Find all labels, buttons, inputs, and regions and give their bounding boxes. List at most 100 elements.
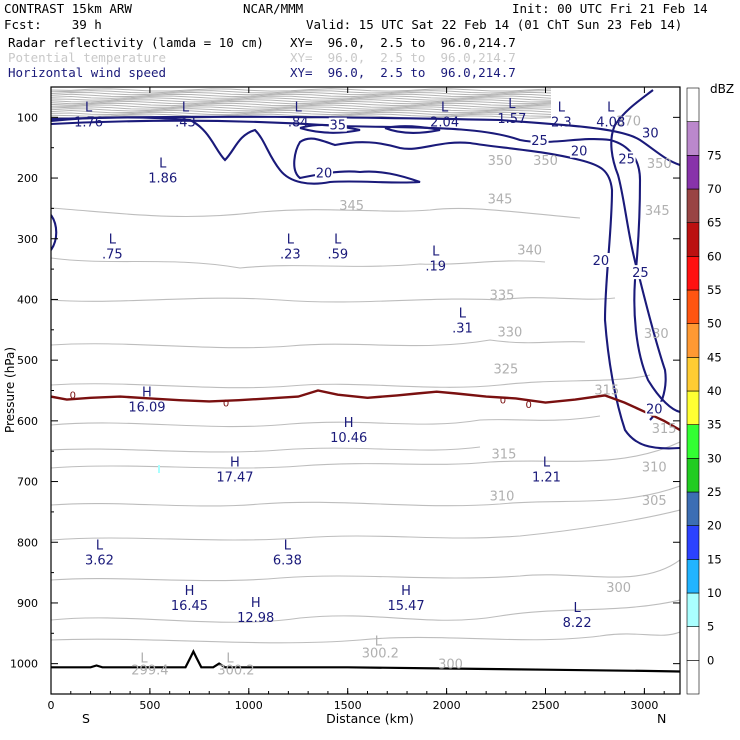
strat-isentrope bbox=[51, 88, 552, 92]
theta-label: 350 bbox=[533, 154, 558, 169]
wind-labels: 35 25 30 25 20 20 20 25 20 bbox=[314, 117, 664, 418]
colorbar-level: 60 bbox=[707, 249, 722, 263]
extremum-value: .43 bbox=[175, 115, 196, 130]
colorbar-swatch bbox=[686, 390, 700, 425]
colorbar-level: 30 bbox=[707, 451, 722, 465]
extremum-marker: L bbox=[432, 245, 440, 260]
stratosphere-isentropes bbox=[51, 88, 552, 119]
theta-contour-305 bbox=[51, 559, 680, 582]
colorbar-swatch bbox=[686, 660, 700, 695]
colorbar-level: 65 bbox=[707, 216, 722, 230]
colorbar-swatch bbox=[686, 222, 700, 257]
field-name-reflectivity: Radar reflectivity (lamda = 10 cm) bbox=[8, 35, 264, 50]
extremum-marker: L bbox=[441, 100, 449, 115]
wind-contour-25 bbox=[51, 119, 680, 414]
colorbar-level: 20 bbox=[707, 519, 722, 533]
colorbar-level: 15 bbox=[707, 552, 722, 566]
strat-isentrope bbox=[51, 97, 552, 101]
colorbar-swatch bbox=[686, 323, 700, 358]
theta-label: 300 bbox=[606, 581, 631, 596]
extremum-value: 1.76 bbox=[74, 115, 103, 130]
extremum-marker: H bbox=[344, 416, 354, 431]
extremum-value: 2.04 bbox=[430, 115, 459, 130]
theta-label: 315 bbox=[652, 422, 677, 437]
extremum-marker: H bbox=[251, 596, 261, 611]
extremum-value: .84 bbox=[288, 115, 309, 130]
theta-label: 340 bbox=[517, 244, 542, 259]
freezing-level-label: 0 bbox=[223, 399, 229, 410]
model-title: CONTRAST 15km ARW bbox=[4, 1, 132, 16]
wind-label: 20 bbox=[593, 254, 610, 269]
strat-isentrope bbox=[51, 100, 552, 105]
field-name-theta: Potential temperature bbox=[8, 50, 167, 65]
wind-label: 20 bbox=[316, 167, 333, 182]
colorbar-swatch bbox=[686, 256, 700, 291]
strat-isentrope bbox=[51, 109, 552, 114]
theta-label: 330 bbox=[644, 327, 669, 342]
theta-contours bbox=[51, 207, 680, 644]
strat-isentrope bbox=[51, 104, 552, 108]
theta-extrema-labels: L L L bbox=[140, 635, 382, 667]
extremum-marker: H bbox=[185, 584, 195, 599]
theta-label: 350 bbox=[647, 157, 672, 172]
strat-isentrope bbox=[51, 113, 552, 117]
y-tick-label: 400 bbox=[17, 293, 38, 306]
theta-label: 310 bbox=[490, 490, 515, 505]
theta-label: 300.2 bbox=[362, 647, 399, 662]
colorbar-swatch bbox=[686, 559, 700, 594]
y-tick-label: 300 bbox=[17, 233, 38, 246]
extremum-value: 8.22 bbox=[563, 616, 592, 631]
wind-label-bg bbox=[631, 265, 650, 280]
y-tick-label: 600 bbox=[17, 415, 38, 428]
colorbar-level: 75 bbox=[707, 148, 722, 162]
theta-label: 330 bbox=[497, 326, 522, 341]
extremum-marker: H bbox=[142, 386, 152, 401]
x-tick-label: 2500 bbox=[531, 699, 559, 712]
theta-contour-345 bbox=[51, 207, 581, 219]
extremum-value: 1.21 bbox=[532, 470, 561, 485]
strat-isentrope bbox=[51, 106, 552, 110]
wind-label: 20 bbox=[646, 403, 663, 418]
theta-contour-335 bbox=[51, 339, 586, 349]
wind-label-bg bbox=[314, 165, 333, 180]
wind-label-bg bbox=[328, 117, 347, 132]
forecast-hour: Fcst: 39 h bbox=[4, 17, 102, 32]
field-xy-theta: XY= 96.0, 2.5 to 96.0,214.7 bbox=[290, 50, 516, 65]
wind-extrema-labels: L1.76L.43L.84L2.04L1.57L2.3L4.08L1.86L.7… bbox=[74, 97, 625, 631]
extremum-marker: L bbox=[284, 539, 292, 554]
extremum-value: 2.3 bbox=[551, 115, 572, 130]
extremum-value: 1.86 bbox=[148, 172, 177, 187]
colorbar-swatch bbox=[686, 87, 700, 122]
freezing-level-label: 0 bbox=[500, 396, 506, 407]
y-tick-label: 1000 bbox=[10, 658, 38, 671]
theta-low-marker: L bbox=[140, 652, 148, 667]
theta-contour-320 bbox=[51, 446, 481, 453]
theta-contour-330 bbox=[51, 374, 651, 389]
wind-label-bg bbox=[617, 151, 636, 166]
wind-contour-20-south bbox=[610, 89, 667, 421]
strat-isentrope bbox=[51, 111, 552, 116]
extremum-value: 16.09 bbox=[128, 401, 165, 416]
theta-label: 335 bbox=[490, 289, 515, 304]
extremum-value: .75 bbox=[102, 248, 123, 263]
colorbar-level: 10 bbox=[707, 586, 722, 600]
colorbar-level: 70 bbox=[707, 182, 722, 196]
field-xy-wind: XY= 96.0, 2.5 to 96.0,214.7 bbox=[290, 65, 516, 80]
extremum-marker: L bbox=[459, 307, 467, 322]
colorbar-level: 50 bbox=[707, 317, 722, 331]
extremum-value: 3.62 bbox=[85, 554, 114, 569]
theta-contour-325 bbox=[51, 415, 601, 428]
colorbar-level: 0 bbox=[707, 653, 714, 667]
colorbar-swatch bbox=[686, 491, 700, 526]
wind-contours bbox=[51, 89, 680, 450]
theta-label: 370 bbox=[616, 114, 641, 129]
south-end-label: S bbox=[82, 711, 90, 726]
colorbar-unit: dBZ bbox=[710, 82, 734, 96]
extremum-marker: L bbox=[96, 539, 104, 554]
y-tick-label: 100 bbox=[17, 111, 38, 124]
wind-contour-left-edge bbox=[51, 214, 58, 251]
wind-label-bg bbox=[641, 125, 660, 140]
extremum-value: 6.38 bbox=[273, 554, 302, 569]
